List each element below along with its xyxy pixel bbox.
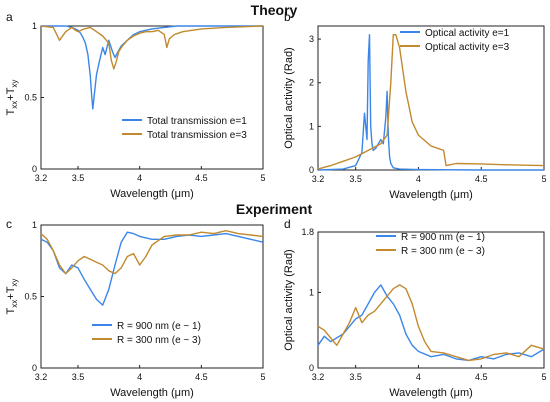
series-line-2: [40, 25, 264, 70]
legend-label: Optical activity e=1: [425, 28, 510, 39]
x-tick-label: 3.2: [312, 372, 325, 382]
panel-label: d: [284, 217, 291, 231]
x-tick-label: 5: [260, 372, 265, 382]
x-axis-label: Wavelength (μm): [110, 387, 194, 399]
x-tick-label: 4: [137, 173, 142, 183]
panel-a: a 3.2 3.5 4 4.5 5 0 0.5 1 Wavelength (μm) Txx+Txy T…: [5, 10, 266, 200]
x-tick-label: 4.5: [475, 372, 488, 382]
y-tick-label: 0: [309, 165, 314, 175]
series-line-2: [317, 284, 545, 362]
x-tick-label: 4: [416, 174, 421, 184]
y-axis-label: Optical activity (Rad): [283, 47, 295, 148]
x-tick-label: 4: [137, 372, 142, 382]
legend-label: R = 900 nm (e ~ 1): [401, 232, 485, 243]
legend-label: R = 300 nm (e ~ 3): [117, 335, 201, 346]
y-tick-label: 0.5: [24, 93, 37, 103]
x-tick-label: 3.5: [72, 173, 85, 183]
x-tick-label: 5: [260, 173, 265, 183]
series-line-1: [40, 231, 264, 306]
legend-label: R = 900 nm (e ~ 1): [117, 321, 201, 332]
section-title-experiment: Experiment: [236, 201, 313, 217]
series-line-2: [317, 34, 545, 170]
x-tick-label: 3.5: [349, 174, 362, 184]
plot-frame: [40, 25, 264, 170]
series-line-1: [317, 284, 545, 362]
legend: R = 900 nm (e ~ 1) R = 300 nm (e ~ 3): [376, 232, 485, 257]
y-tick-label: 1: [32, 21, 37, 31]
section-title-theory: Theory: [251, 2, 298, 18]
legend-label: Optical activity e=3: [425, 42, 510, 53]
series-line-1: [41, 25, 263, 110]
x-tick-label: 4: [416, 372, 421, 382]
y-tick-label: 3: [309, 34, 314, 44]
legend: R = 900 nm (e ~ 1) R = 300 nm (e ~ 3): [92, 321, 201, 346]
panel-b: b 3.2 3.5 4 4.5 5 0 1 2 3 Wavelength (μm) Optical a…: [283, 10, 547, 201]
plot-frame: [317, 231, 545, 369]
x-tick-label: 4.5: [195, 372, 208, 382]
y-tick-label: 1: [309, 287, 314, 297]
legend-label: R = 300 nm (e ~ 3): [401, 246, 485, 257]
y-tick-label: 0.5: [24, 292, 37, 302]
panel-d: d 3.2 3.5 4 4.5 5 0 1 1.8 Wavelength (μm) Optical …: [283, 217, 547, 399]
x-tick-label: 3.5: [72, 372, 85, 382]
x-axis-label: Wavelength (μm): [389, 387, 473, 399]
y-axis-label: Txx+Txy: [5, 279, 19, 315]
panel-c: c 3.2 3.5 4 4.5 5 0 0.5 1 Wavelength (μm) Txx+Txy R…: [5, 217, 266, 399]
panel-label: c: [6, 217, 12, 231]
legend: Optical activity e=1 Optical activity e=3: [400, 28, 510, 53]
x-tick-label: 3.2: [312, 174, 325, 184]
y-axis-label: Txx+Txy: [5, 80, 19, 116]
x-axis-label: Wavelength (μm): [389, 189, 473, 201]
x-tick-label: 3.5: [349, 372, 362, 382]
x-axis-label: Wavelength (μm): [110, 188, 194, 200]
y-tick-label: 2: [309, 78, 314, 88]
y-tick-label: 0: [32, 164, 37, 174]
x-tick-label: 5: [541, 174, 546, 184]
series-line-2: [40, 229, 264, 275]
x-tick-label: 3.2: [35, 372, 48, 382]
y-tick-label: 0: [309, 363, 314, 373]
y-tick-label: 1: [32, 220, 37, 230]
y-tick-label: 1: [309, 121, 314, 131]
legend-label: Total transmission e=1: [147, 116, 247, 127]
x-tick-label: 4.5: [475, 174, 488, 184]
x-tick-label: 3.2: [35, 173, 48, 183]
y-tick-label: 1.8: [301, 227, 314, 237]
x-tick-label: 4.5: [195, 173, 208, 183]
series-line-1: [317, 34, 544, 171]
panel-label: b: [284, 10, 291, 24]
y-axis-label: Optical activity (Rad): [283, 249, 295, 350]
legend: Total transmission e=1 Total transmission…: [122, 116, 247, 141]
panel-label: a: [6, 10, 13, 24]
y-tick-label: 0: [32, 363, 37, 373]
legend-label: Total transmission e=3: [147, 130, 247, 141]
x-tick-label: 5: [541, 372, 546, 382]
